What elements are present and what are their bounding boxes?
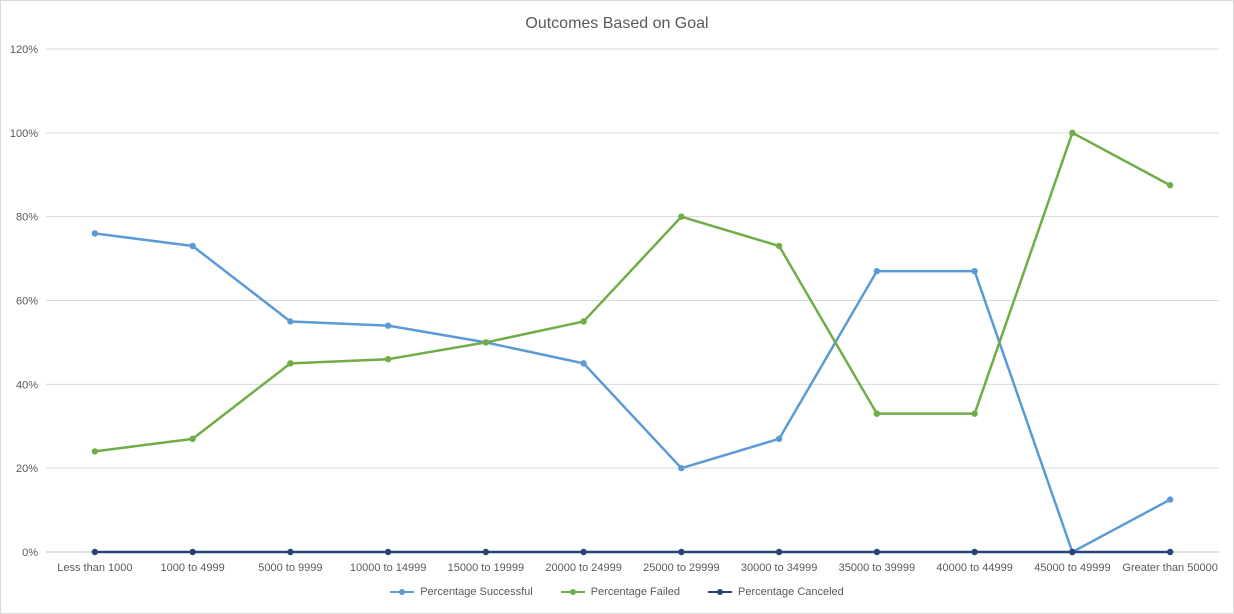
- data-point: [775, 242, 783, 250]
- data-point: [971, 267, 978, 275]
- data-point: [91, 448, 99, 455]
- x-tick-label: 25000 to 29999: [643, 562, 719, 574]
- data-point: [91, 548, 99, 556]
- data-point: [287, 360, 294, 367]
- data-point: [971, 410, 978, 417]
- x-tick-label: 1000 to 4999: [161, 562, 225, 574]
- legend-label: Percentage Successful: [420, 586, 533, 598]
- x-tick-label: 5000 to 9999: [258, 562, 322, 574]
- data-point: [189, 548, 196, 556]
- data-point: [384, 322, 392, 329]
- legend-swatch: [560, 589, 585, 595]
- data-point: [91, 230, 99, 237]
- data-point: [189, 242, 196, 250]
- data-point: [287, 318, 294, 325]
- legend-label: Percentage Failed: [590, 586, 680, 598]
- data-point: [775, 435, 783, 443]
- data-point: [287, 548, 294, 556]
- x-tick-label: 35000 to 39999: [839, 562, 915, 574]
- data-point: [775, 548, 783, 556]
- series-line-1: [94, 232, 1171, 554]
- legend-marker: [399, 589, 406, 595]
- legend-label: Percentage Canceled: [738, 586, 844, 598]
- x-tick-label: 10000 to 14999: [350, 562, 426, 574]
- x-tick-label: Less than 1000: [57, 562, 132, 574]
- data-point: [678, 213, 685, 220]
- x-tick-label: 20000 to 24999: [545, 562, 621, 574]
- data-point: [189, 435, 196, 443]
- data-point: [1069, 129, 1076, 137]
- legend-entry: Percentage Failed: [560, 586, 680, 598]
- data-point: [384, 355, 392, 363]
- data-point: [580, 360, 587, 367]
- legend-marker: [569, 589, 576, 595]
- chart-title: Outcomes Based on Goal: [525, 15, 709, 32]
- data-point: [873, 548, 881, 556]
- x-tick-label: 30000 to 34999: [741, 562, 817, 574]
- data-point: [873, 267, 881, 275]
- x-tick-label: 45000 to 49999: [1034, 562, 1110, 574]
- data-point: [482, 548, 490, 556]
- y-tick-label: 100%: [10, 128, 38, 140]
- x-tick-label: 40000 to 44999: [936, 562, 1012, 574]
- data-point: [1069, 548, 1076, 556]
- data-point: [678, 464, 685, 472]
- chart-legend: Percentage Successful Percentage Failed Pe…: [1, 586, 1233, 598]
- y-tick-label: 120%: [10, 44, 38, 56]
- series-line-2: [94, 131, 1171, 453]
- legend-swatch: [708, 589, 732, 595]
- y-tick-label: 40%: [16, 379, 38, 391]
- data-point: [678, 548, 685, 556]
- data-point: [1166, 496, 1174, 503]
- x-tick-label: 15000 to 19999: [448, 562, 524, 574]
- data-point: [580, 548, 587, 556]
- data-point: [873, 410, 881, 417]
- y-tick-label: 0%: [22, 547, 38, 559]
- legend-entry: Percentage Canceled: [708, 586, 844, 598]
- y-tick-label: 60%: [16, 296, 38, 308]
- x-tick-label: Greater than 50000: [1122, 562, 1217, 574]
- data-point: [580, 318, 587, 325]
- legend-marker: [717, 589, 723, 595]
- legend-swatch: [390, 589, 415, 595]
- y-tick-label: 20%: [16, 463, 38, 475]
- data-point: [384, 548, 392, 556]
- data-point: [1166, 182, 1174, 189]
- data-point: [1166, 548, 1174, 556]
- data-point: [482, 339, 490, 346]
- y-tick-label: 80%: [16, 212, 38, 224]
- legend-entry: Percentage Successful: [390, 586, 533, 598]
- data-point: [971, 548, 978, 556]
